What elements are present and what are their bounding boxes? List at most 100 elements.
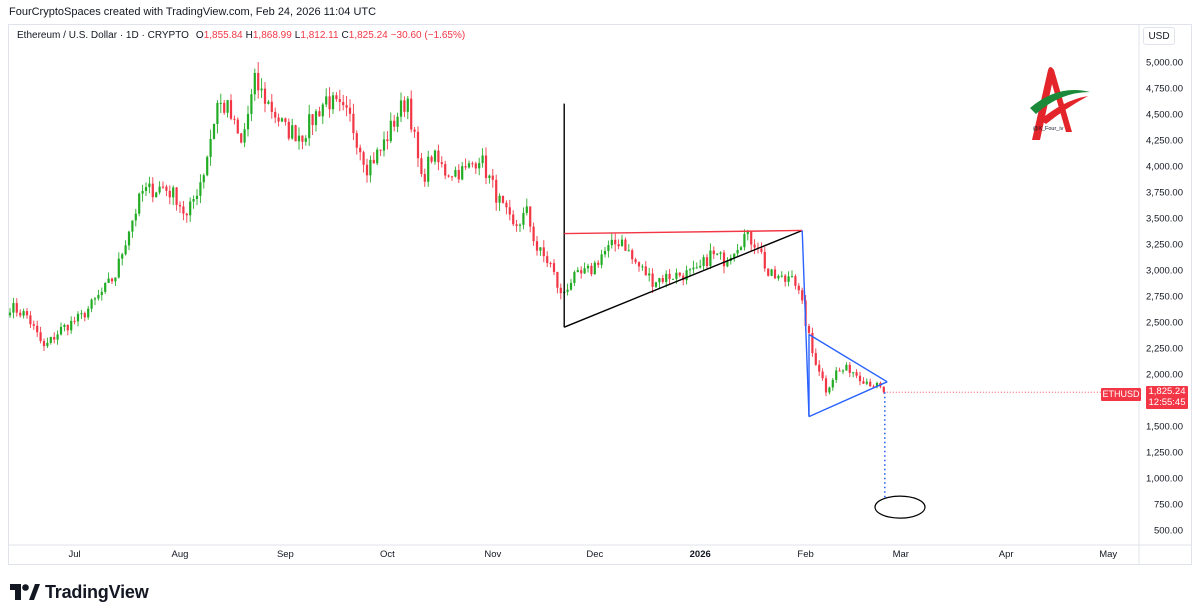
candle-body [97,295,100,299]
candle-body [661,278,664,282]
candle-body [229,100,233,119]
tradingview-mark-icon [10,584,40,600]
candle-body [379,149,382,151]
logo-handle: @X_Four_iv [1033,126,1064,132]
candle-body [376,149,379,164]
candle-body [627,250,630,252]
candle-body [835,370,838,380]
candle-body [202,175,205,183]
candle-body [501,195,505,203]
candle-body [488,175,491,179]
candle-body [403,100,406,112]
candle-body [580,270,583,274]
candle-body [566,289,569,292]
candle-body [607,245,610,251]
candle-body [746,230,749,235]
candle-body [342,101,345,106]
candle-body [318,111,321,117]
y-tick-label: 3,250.00 [1146,240,1183,251]
candle-body [250,94,253,114]
candle-body [447,175,450,177]
candle-body [284,118,287,122]
candle-body [223,102,226,113]
candle-body [634,259,637,263]
candle-body [654,282,658,287]
candle-body [100,291,103,296]
candle-body [161,186,165,188]
candle-body [365,164,369,176]
candle-body [875,382,879,387]
candle-body [301,135,304,142]
candle-body [396,116,399,127]
candle-body [53,337,56,340]
candle-body [335,95,338,100]
candle-body [848,364,851,373]
candle-body [644,266,647,276]
x-tick-label: Jul [69,549,81,560]
candle-body [651,273,654,287]
x-tick-label: Dec [586,549,603,560]
x-tick-label: May [1099,549,1117,560]
tradingview-logo[interactable]: TradingView [10,581,149,603]
candle-body [359,147,362,153]
change-value: −30.60 (−1.65%) [390,30,466,41]
candle-body [206,156,209,176]
candle-body [393,120,396,127]
candle-body [682,275,685,281]
candle-body [481,155,484,164]
candle-body [702,257,705,266]
candle-body [427,156,430,182]
candle-body [131,220,134,232]
x-tick-label: Mar [893,549,909,560]
candle-body [70,320,73,331]
candle-body [858,375,862,382]
target-ellipse [874,495,926,519]
candle-body [46,342,49,347]
candle-body [658,278,661,283]
candle-body [831,379,834,388]
candle-body [552,263,556,272]
candle-body [311,114,314,126]
chart-panel[interactable] [8,24,1192,565]
candle-body [726,260,729,267]
candle-body [243,129,246,143]
candle-body [308,114,311,139]
candle-body [454,170,457,177]
candle-body [155,192,158,198]
candle-body [36,325,39,333]
y-tick-label: 2,750.00 [1146,292,1183,303]
candle-body [841,370,845,372]
candle-body [348,107,352,114]
candle-body [845,364,848,371]
candle-body [195,195,199,200]
x-tick-label: Nov [484,549,501,560]
candle-body [134,213,137,221]
candle-body [505,202,508,208]
candle-body [722,252,726,267]
candle-body [59,326,63,335]
candle-body [331,95,335,110]
candles [8,62,885,397]
currency-button[interactable]: USD [1143,27,1175,45]
x-tick-label: 2026 [690,549,711,560]
candle-body [546,256,549,264]
symbol-name[interactable]: Ethereum / U.S. Dollar · 1D · CRYPTO [17,30,189,41]
candle-body [529,206,532,227]
symbol-legend[interactable]: Ethereum / U.S. Dollar · 1D · CRYPTO O1,8… [17,30,465,41]
candle-body [457,170,460,180]
candle-body [556,271,559,288]
candle-body [260,88,263,91]
candle-body [110,278,114,282]
candle-body [56,334,59,340]
candle-body [712,250,715,255]
candle-body [573,272,576,283]
candle-body [600,254,603,265]
candle-body [770,269,773,276]
candle-body [824,378,828,393]
candle-body [474,163,477,169]
candle-body [410,98,413,130]
candle-body [811,332,814,354]
candle-body [576,270,579,273]
candle-body [15,303,18,313]
